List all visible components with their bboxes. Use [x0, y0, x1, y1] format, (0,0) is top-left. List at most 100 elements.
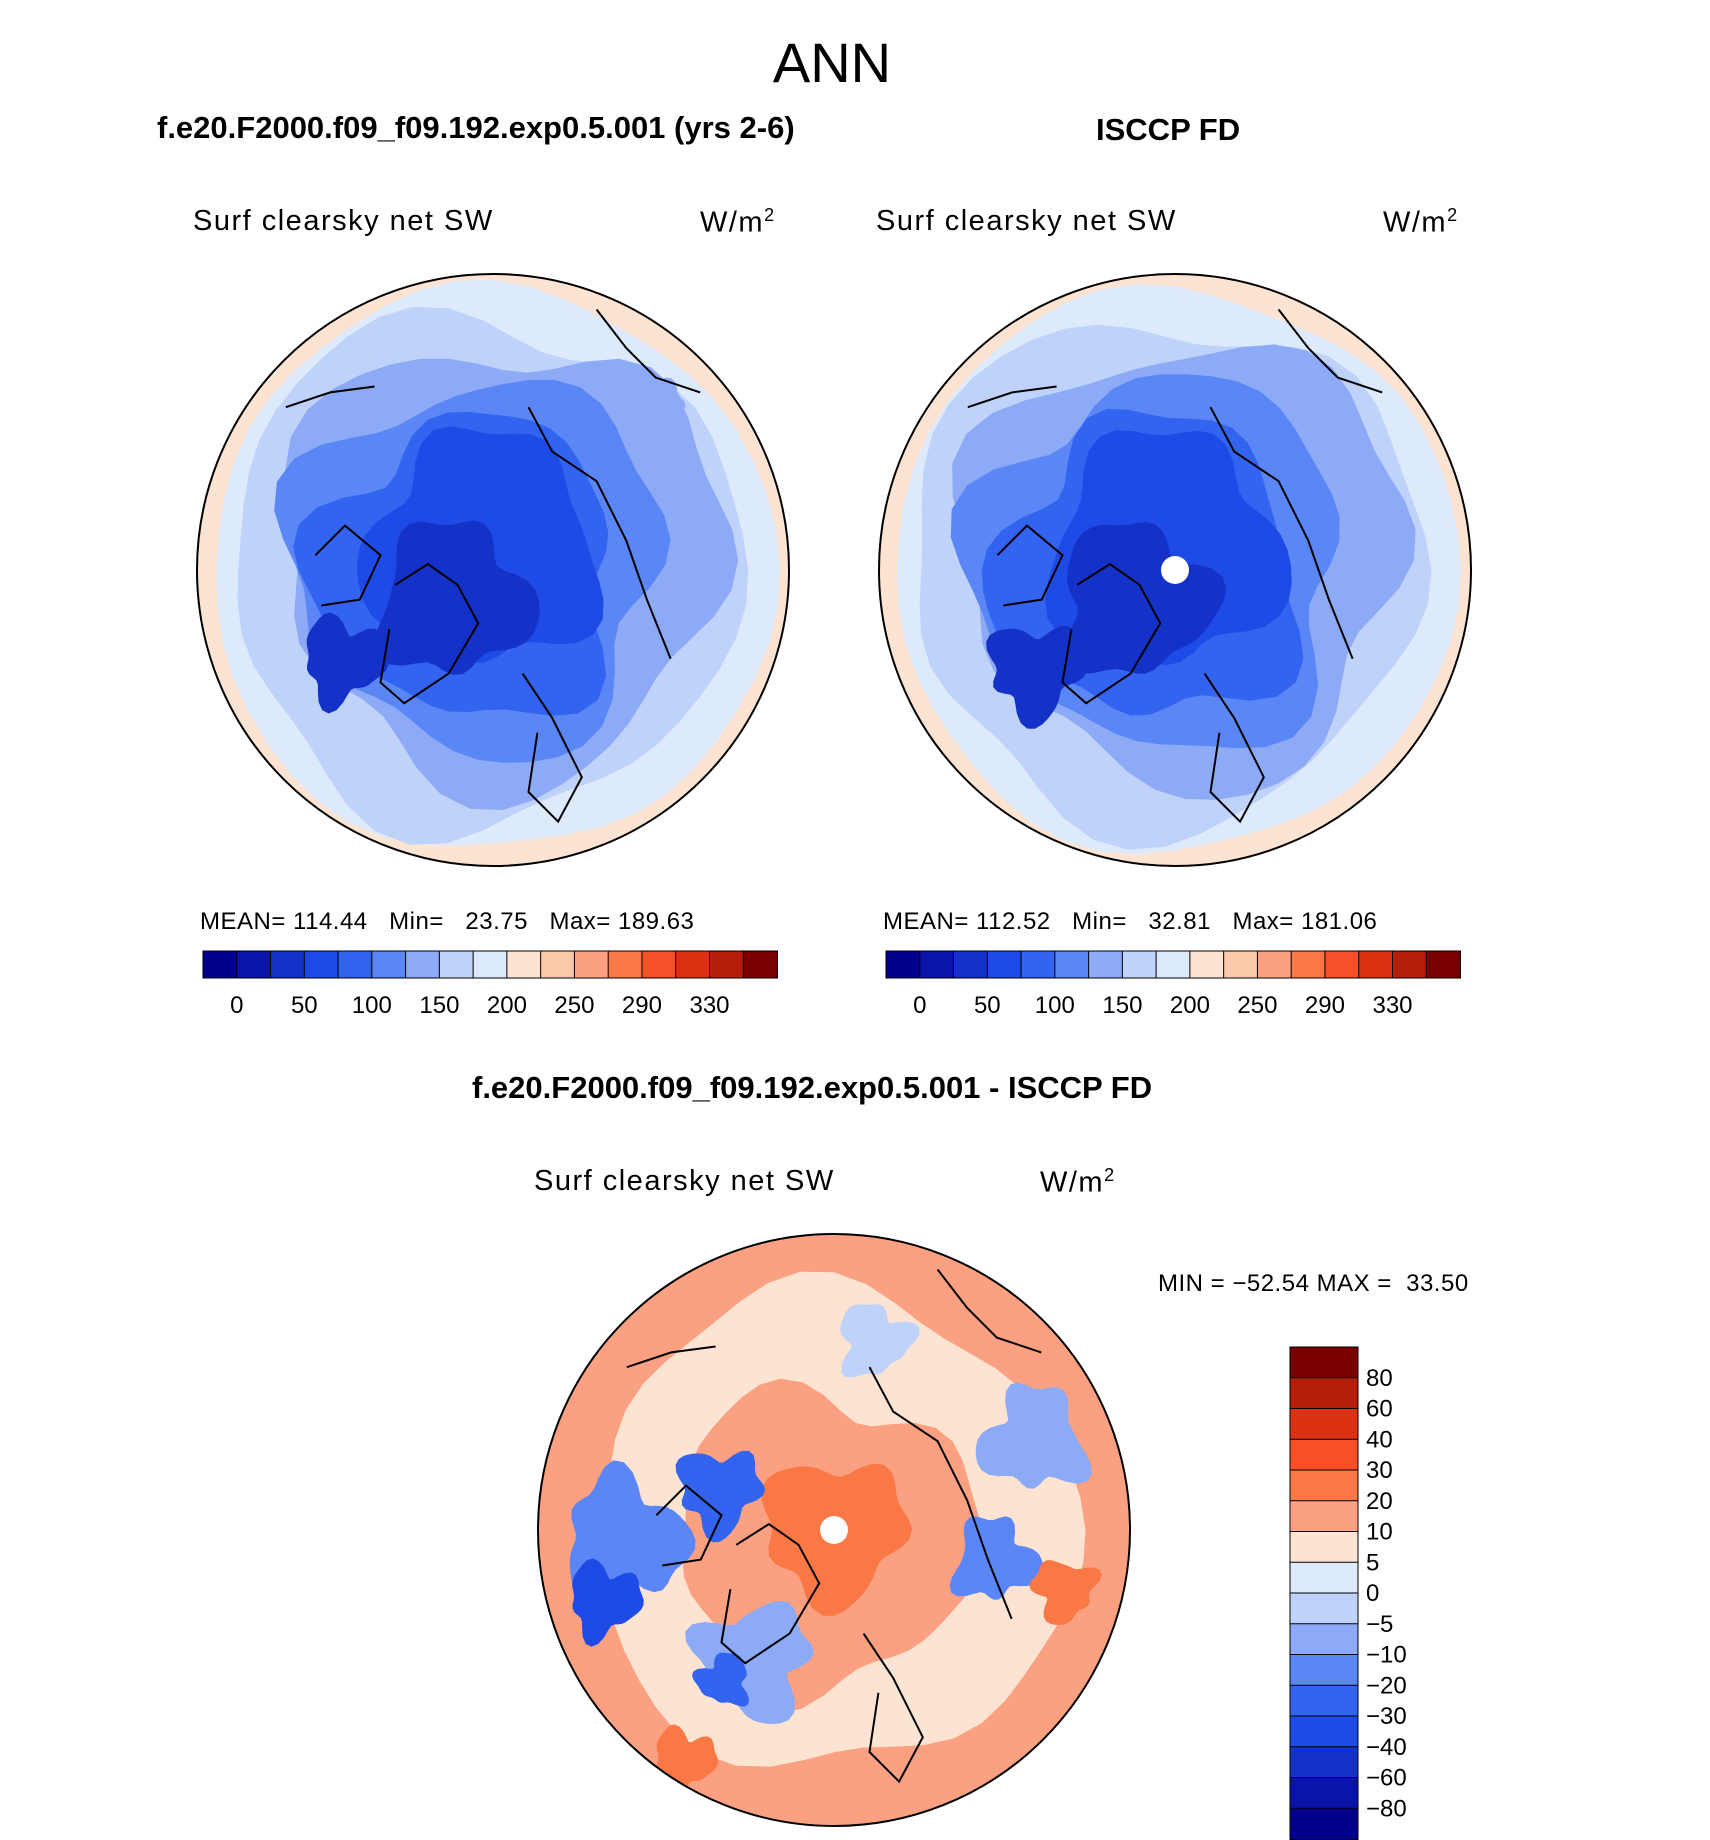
colorbar-box	[742, 950, 778, 979]
colorbar-tick-label: 330	[1372, 992, 1412, 1019]
contour-patch	[572, 1558, 644, 1647]
coastline	[720, 1522, 821, 1665]
colorbar-box	[1290, 950, 1326, 979]
colorbar-tick-label: 0	[1366, 1580, 1379, 1607]
units-text: W/m	[1040, 1166, 1105, 1199]
colorbar-tick-label: −30	[1366, 1703, 1407, 1730]
colorbar-box	[1289, 1469, 1359, 1502]
coastline	[936, 1268, 1042, 1354]
colorbar-tick-label: 250	[554, 992, 594, 1019]
colorbar-box	[1020, 950, 1056, 979]
min-value: 32.81	[1148, 908, 1211, 935]
colorbar-box	[438, 950, 475, 979]
coastline	[655, 1484, 723, 1567]
coastline	[967, 385, 1057, 409]
colorbar-box	[1391, 950, 1428, 979]
colorbar-tick-label: 200	[1170, 992, 1210, 1019]
colorbar-box	[1088, 950, 1124, 979]
colorbar-tick-label: 30	[1366, 1457, 1393, 1484]
coastline	[521, 673, 583, 824]
coastline	[996, 524, 1064, 607]
colorbar-box	[1289, 1623, 1359, 1656]
colorbar-box	[202, 950, 238, 979]
contour-patch	[692, 1652, 750, 1707]
colorbar-box	[236, 950, 272, 979]
map-border	[878, 273, 1472, 867]
colorbar-tick-label: −40	[1366, 1734, 1407, 1761]
colorbar-tick-label: 60	[1366, 1396, 1393, 1423]
colorbar-box	[1289, 1377, 1359, 1410]
contour-patch	[975, 1382, 1092, 1489]
units-text: W/m	[700, 206, 765, 239]
colorbar-box	[1289, 1807, 1359, 1840]
panel-1-units: W/m2	[700, 205, 776, 240]
pole-hole	[820, 1516, 848, 1544]
contour-level	[1063, 521, 1227, 674]
colorbar-tick-label: 20	[1366, 1488, 1393, 1515]
map-obs	[879, 274, 1471, 866]
map-diff	[538, 1234, 1130, 1826]
map-model	[197, 274, 789, 866]
coastline	[1203, 673, 1265, 824]
panel-3-minmax: MIN = −52.54 MAX = 33.50	[1158, 1270, 1469, 1297]
coastline	[527, 406, 672, 660]
colorbar-box	[986, 950, 1023, 979]
colorbar-box	[1425, 950, 1461, 979]
pole-hole	[1161, 556, 1189, 584]
contour-patch	[675, 1450, 766, 1543]
colorbar-box	[1121, 950, 1158, 979]
panel-3-case-title: f.e20.F2000.f09_f09.192.exp0.5.001 - ISC…	[472, 1070, 1153, 1105]
colorbar-box	[506, 950, 542, 979]
coastline	[1061, 562, 1162, 705]
colorbar-tick-label: 200	[487, 992, 527, 1019]
mean-label: MEAN=	[200, 908, 286, 935]
colorbar-box	[472, 950, 508, 979]
contour-level	[374, 520, 540, 675]
coastline	[1277, 308, 1383, 394]
min-label: Min=	[389, 908, 444, 935]
coastline	[285, 385, 375, 409]
colorbar-box	[540, 950, 576, 979]
colorbar-tick-label: 290	[1305, 992, 1345, 1019]
colorbar-box	[1289, 1684, 1359, 1717]
colorbar-tick-label: −60	[1366, 1765, 1407, 1792]
panel-2-case-title: ISCCP FD	[1096, 112, 1241, 147]
colorbar-box	[270, 950, 306, 979]
panel-3-variable: Surf clearsky net SW	[534, 1165, 835, 1197]
colorbar-box	[337, 950, 373, 979]
colorbar-tick-label: 0	[230, 992, 243, 1019]
colorbar-box	[1289, 1777, 1359, 1810]
colorbar-box	[1289, 1408, 1359, 1441]
coastline	[314, 524, 382, 607]
colorbar-box	[1289, 1531, 1359, 1564]
units-exponent: 2	[1447, 205, 1459, 225]
units-exponent: 2	[1104, 1165, 1116, 1185]
colorbar-tick-label: 150	[419, 992, 459, 1019]
panel-1-case-title: f.e20.F2000.f09_f09.192.exp0.5.001 (yrs …	[157, 110, 795, 145]
colorbar-box	[1054, 950, 1090, 979]
colorbar-panel-3: 80 60 40 30 20 10 5 0 −5 −10 −20 −30 −40 −60 −80	[1289, 1346, 1407, 1840]
contour-patch	[615, 377, 686, 445]
mean-value: 112.52	[976, 908, 1051, 935]
max-value: 181.06	[1300, 908, 1378, 935]
colorbar-tick-label: 40	[1366, 1426, 1393, 1453]
colorbar-box	[1289, 1715, 1359, 1748]
colorbar-box	[607, 950, 643, 979]
units-exponent: 2	[764, 205, 776, 225]
colorbar-box	[1256, 950, 1293, 979]
coastline	[595, 308, 701, 394]
min-value: 23.75	[465, 908, 528, 935]
colorbar-box	[708, 950, 745, 979]
figure-title: ANN	[772, 31, 892, 94]
colorbar-tick-label: 10	[1366, 1519, 1393, 1546]
colorbar-box	[1289, 1438, 1359, 1471]
colorbar-box	[1289, 1561, 1359, 1594]
colorbar-box	[1189, 950, 1225, 979]
colorbar-box	[1289, 1654, 1359, 1687]
colorbar-tick-label: 330	[689, 992, 729, 1019]
max-label: Max=	[549, 908, 611, 935]
colorbar-tick-label: −20	[1366, 1672, 1407, 1699]
coastline	[868, 1366, 1013, 1620]
map-border	[196, 273, 790, 867]
